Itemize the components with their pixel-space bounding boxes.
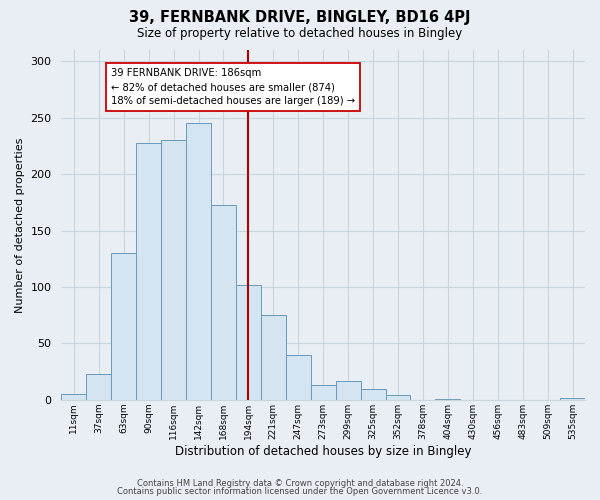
Bar (286, 354, 311, 400)
Bar (361, 388, 386, 400)
Bar (560, 398, 585, 400)
Bar (61, 394, 86, 400)
Bar (111, 253, 136, 400)
Bar (436, 398, 460, 400)
Bar (161, 140, 186, 400)
Bar (261, 315, 286, 400)
Bar (311, 385, 335, 400)
Bar (186, 124, 211, 400)
Bar (86, 374, 111, 400)
X-axis label: Distribution of detached houses by size in Bingley: Distribution of detached houses by size … (175, 444, 472, 458)
Text: Contains public sector information licensed under the Open Government Licence v3: Contains public sector information licen… (118, 487, 482, 496)
Bar (335, 380, 361, 400)
Bar (236, 284, 261, 400)
Bar (386, 396, 410, 400)
Text: 39 FERNBANK DRIVE: 186sqm
← 82% of detached houses are smaller (874)
18% of semi: 39 FERNBANK DRIVE: 186sqm ← 82% of detac… (111, 68, 355, 106)
Text: Size of property relative to detached houses in Bingley: Size of property relative to detached ho… (137, 28, 463, 40)
Bar (136, 142, 161, 400)
Text: Contains HM Land Registry data © Crown copyright and database right 2024.: Contains HM Land Registry data © Crown c… (137, 478, 463, 488)
Text: 39, FERNBANK DRIVE, BINGLEY, BD16 4PJ: 39, FERNBANK DRIVE, BINGLEY, BD16 4PJ (129, 10, 471, 25)
Bar (211, 204, 236, 400)
Y-axis label: Number of detached properties: Number of detached properties (15, 137, 25, 312)
